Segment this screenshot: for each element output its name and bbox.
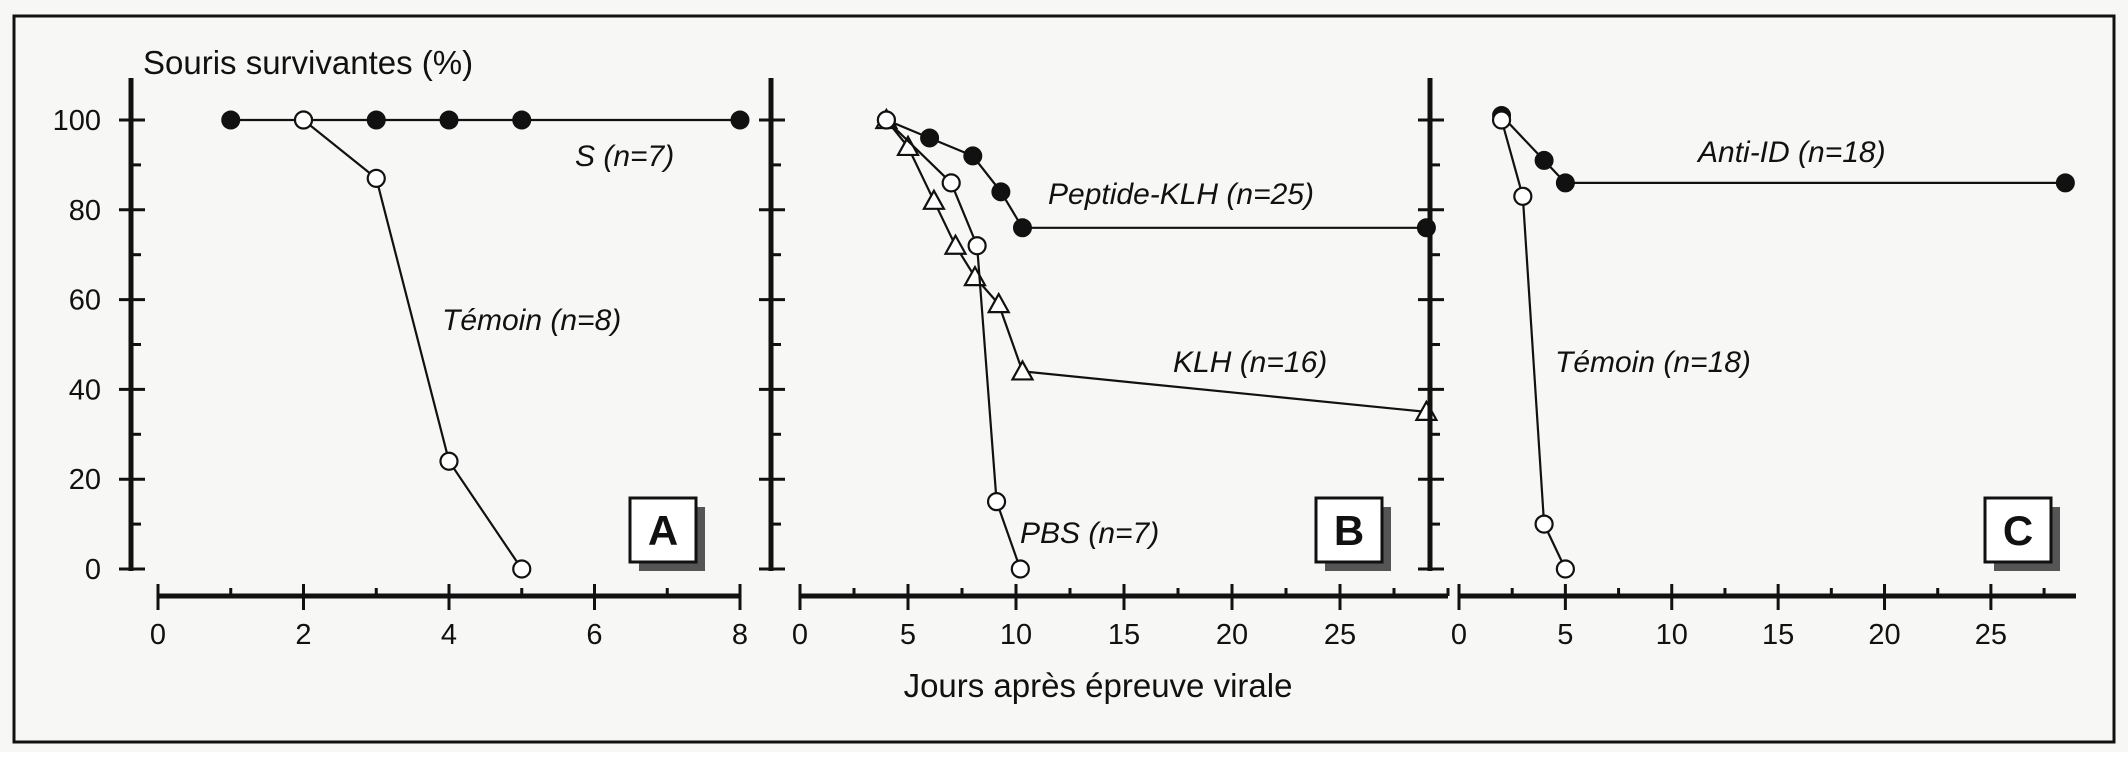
- panel-c-x-tick-label: 15: [1762, 619, 1794, 651]
- panel-b-series-2-point: [943, 233, 968, 255]
- panel-c-x-tick-label: 10: [1656, 619, 1688, 651]
- panel-b-x-tick-label: 15: [1108, 619, 1140, 651]
- y-axis-title: Souris survivantes (%): [143, 44, 473, 81]
- panel-b-series-2-label: KLH (n=16): [1173, 346, 1327, 379]
- panel-b-series-3-label: PBS (n=7): [1020, 517, 1159, 550]
- panel-a-series-1-label: S (n=7): [575, 140, 674, 173]
- panel-c-series-1-point: [2055, 173, 2075, 193]
- panel-a-series-2-point: [512, 559, 532, 579]
- panel-c-series-2-label: Témoin (n=18): [1555, 346, 1751, 379]
- panel-b-series-1-label: Peptide-KLH (n=25): [1048, 178, 1314, 211]
- panel-a-y-tick-label: 80: [69, 195, 101, 227]
- panel-c-series-1-label: Anti-ID (n=18): [1696, 136, 1886, 169]
- panel-a-series-2-label: Témoin (n=8): [442, 304, 621, 337]
- panel-a-series-2-point: [293, 110, 314, 130]
- panel-c-series-2-point: [1491, 110, 1512, 130]
- panel-b-x-tick-label: 25: [1324, 619, 1356, 651]
- panel-b-series-3-point: [967, 236, 987, 256]
- panel-a: S (n=7) Témoin (n=8) A: [442, 140, 705, 571]
- panel-a-y-tick-label: 20: [69, 464, 101, 496]
- panel-a-series-1-point: [439, 110, 459, 130]
- panel-c-x-tick-label: 0: [1451, 619, 1467, 651]
- panel-a-series-1-point: [730, 110, 750, 130]
- panel-b-series-3-point: [876, 110, 897, 130]
- panel-c-series-2-point: [1534, 514, 1554, 534]
- panel-b-x-tick-label: 20: [1216, 619, 1248, 651]
- panel-b-x-tick-label: 0: [792, 619, 808, 651]
- x-axis-title: Jours après épreuve virale: [904, 667, 1293, 704]
- panel-c-x-tick-label: 20: [1868, 619, 1900, 651]
- panel-a-y-tick-label: 40: [69, 374, 101, 406]
- panel-c: Anti-ID (n=18) Témoin (n=18) C: [1555, 136, 2060, 571]
- panel-a-y-tick-label: 60: [69, 285, 101, 317]
- panel-a-series-1-point: [221, 110, 241, 130]
- panel-b-x-tick-label: 5: [900, 619, 916, 651]
- panel-b-series-3-point: [941, 173, 961, 193]
- panel-a-series-2-point: [439, 451, 459, 471]
- panel-b-x-tick-label: 10: [1000, 619, 1032, 651]
- panel-b-series-1-point: [991, 182, 1011, 202]
- panel-a-label-box: A: [628, 496, 705, 571]
- panel-b: Peptide-KLH (n=25) KLH (n=16) PBS (n=7) …: [1020, 178, 1391, 571]
- panel-c-letter: C: [2003, 507, 2033, 554]
- panel-b-series-2-line: [885, 119, 1427, 413]
- panel-c-x-tick-label: 25: [1975, 619, 2007, 651]
- panel-b-series-2-point: [986, 291, 1011, 314]
- panel-c-x-tick-label: 5: [1557, 619, 1573, 651]
- panel-b-series-2-point: [963, 264, 987, 287]
- panel-a-y-tick-label: 0: [85, 554, 101, 586]
- panel-b-label-box: B: [1314, 496, 1391, 571]
- panel-b-letter: B: [1334, 507, 1364, 554]
- panel-b-series-3-point: [1010, 559, 1030, 579]
- panel-a-x-tick-label: 0: [150, 619, 166, 651]
- panel-a-letter: A: [648, 507, 678, 554]
- panel-c-series-1-line: [1500, 114, 2066, 184]
- panel-b-series-2-point: [1010, 359, 1035, 381]
- panel-a-series-2-point: [366, 168, 386, 188]
- panel-c-series-2-point: [1513, 186, 1533, 206]
- panel-a-series-1-point: [512, 110, 532, 130]
- panel-b-series-1-line: [885, 118, 1427, 229]
- panel-b-series-1-point: [963, 146, 983, 166]
- panel-a-series-1-point: [366, 110, 386, 130]
- panel-b-series-2-point: [922, 188, 946, 210]
- panel-a-y-tick-label: 100: [53, 105, 101, 137]
- figure-frame: [12, 14, 2116, 744]
- panel-a-x-tick-label: 4: [441, 619, 457, 651]
- panel-a-x-tick-label: 8: [732, 619, 748, 651]
- panel-c-series-1-point: [1534, 150, 1554, 170]
- panel-b-series-1-point: [920, 128, 940, 148]
- panel-a-series-2-line: [302, 119, 523, 570]
- panel-c-label-box: C: [1983, 496, 2060, 571]
- panel-c-series-2-line: [1500, 119, 1567, 570]
- panel-c-series-1-point: [1555, 173, 1575, 193]
- panel-b-series-1-point: [1012, 218, 1032, 238]
- panel-c-series-2-point: [1555, 559, 1575, 579]
- panel-a-x-tick-label: 6: [586, 619, 602, 651]
- panel-b-series-3-point: [986, 492, 1007, 512]
- panel-a-x-tick-label: 2: [295, 619, 311, 651]
